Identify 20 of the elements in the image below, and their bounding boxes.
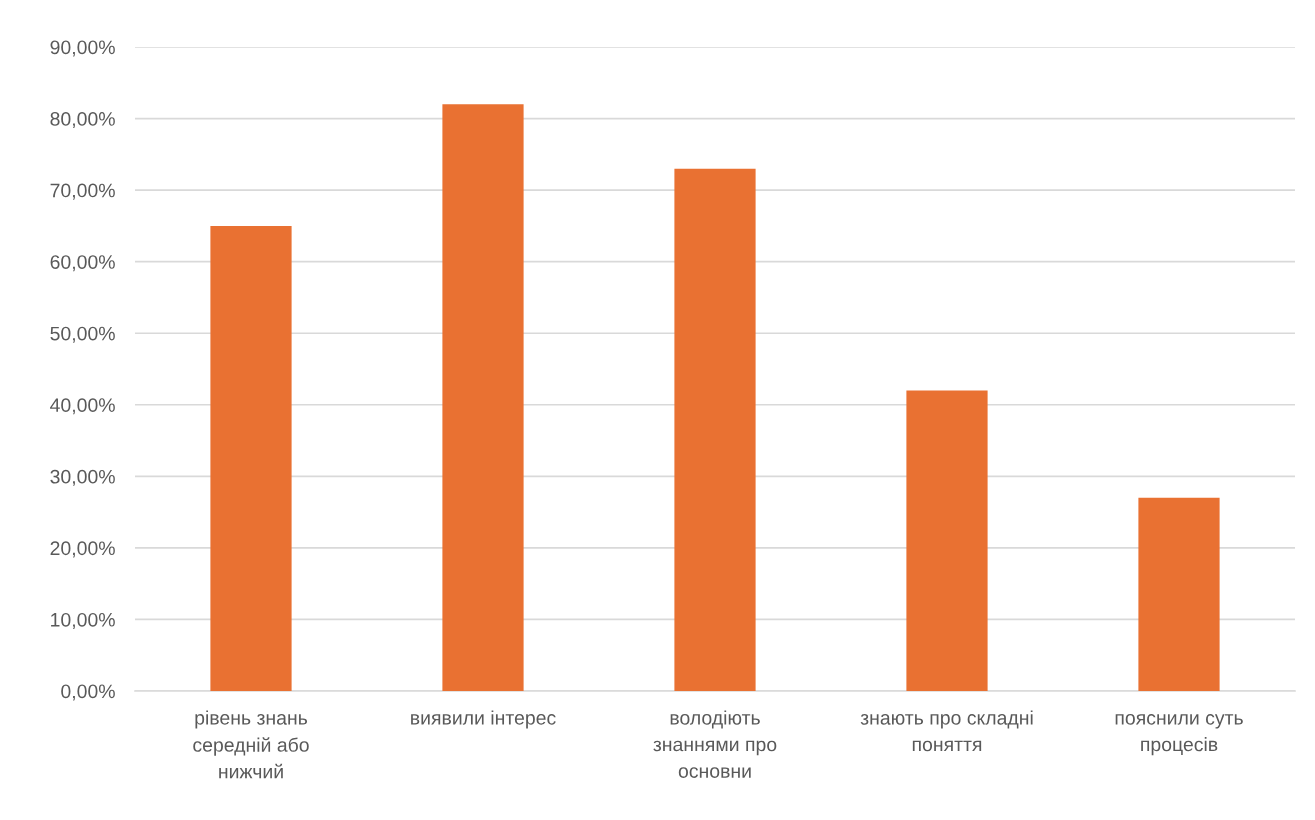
y-tick-label: 30,00% — [50, 469, 115, 486]
x-tick-label: пояснили суть процесів — [1115, 714, 1243, 756]
y-tick-label: 10,00% — [51, 612, 115, 629]
y-tick-label: 0,00% — [61, 684, 115, 701]
bar — [442, 104, 524, 691]
y-tick-label: 40,00% — [50, 398, 115, 415]
x-tick-label: рівень знань середній або нижчий — [193, 710, 309, 779]
y-tick-label: 60,00% — [50, 255, 115, 272]
y-tick-label: 90,00% — [50, 40, 115, 57]
x-tick-label: виявили інтерес — [411, 710, 556, 729]
y-tick-label: 80,00% — [50, 112, 115, 129]
bar — [674, 168, 756, 691]
y-tick-label: 20,00% — [50, 541, 115, 558]
bar — [906, 390, 988, 691]
y-tick-label: 70,00% — [50, 183, 115, 200]
bar — [210, 225, 292, 691]
y-tick-label: 50,00% — [50, 326, 115, 343]
x-tick-label: володіють знаннями про основни — [653, 710, 777, 778]
x-tick-label: знають про складні поняття — [860, 710, 1033, 752]
bar — [1138, 497, 1220, 691]
